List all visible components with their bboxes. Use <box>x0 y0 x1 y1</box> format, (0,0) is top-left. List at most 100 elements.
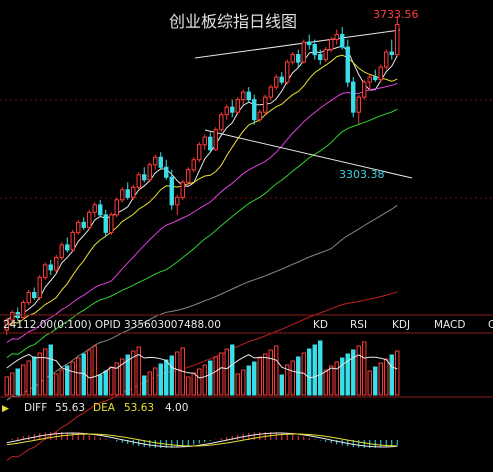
indicator-info-text: 24112.00(0:100) OPID 335603007488.00 <box>3 319 221 331</box>
volume-bar <box>257 357 262 396</box>
candle-body <box>373 76 378 81</box>
candle <box>285 59 290 85</box>
candle <box>290 52 295 65</box>
candle-body <box>263 96 268 113</box>
volume-bar <box>98 374 103 396</box>
volume-bar <box>109 366 114 396</box>
candle <box>351 77 356 118</box>
candle-body <box>356 96 361 113</box>
candle <box>191 157 196 173</box>
candle-body <box>389 51 394 56</box>
volume-bar <box>191 372 196 396</box>
indicator-tab-rsi[interactable]: RSI <box>350 319 367 331</box>
volume-bar <box>340 357 345 396</box>
candle <box>109 212 114 235</box>
candle-body <box>290 54 295 63</box>
candle <box>26 289 31 306</box>
candle <box>125 182 130 200</box>
candle <box>87 209 92 230</box>
candle <box>120 187 125 203</box>
candle-body <box>10 312 15 321</box>
candle <box>219 112 224 133</box>
volume-bar <box>213 356 218 396</box>
volume-bar <box>142 375 147 396</box>
candle-body <box>169 176 174 206</box>
indicator-tab-macd[interactable]: MACD <box>434 319 465 331</box>
volume-bar <box>32 356 37 396</box>
candle-body <box>362 81 367 98</box>
candle <box>301 39 306 64</box>
candle-body <box>125 189 130 198</box>
candle <box>136 172 141 190</box>
volume-bar <box>224 348 229 396</box>
candle <box>395 16 400 56</box>
candle <box>230 99 235 118</box>
price-grid <box>0 99 493 199</box>
candle-body <box>26 291 31 304</box>
candle-body <box>378 66 383 81</box>
candle-body <box>65 244 70 251</box>
indicator-tab-kd[interactable]: KD <box>313 319 328 331</box>
candle-body <box>164 166 169 178</box>
volume-bar <box>252 361 257 396</box>
volume-bar <box>43 348 48 396</box>
candle-body <box>103 214 108 233</box>
candle <box>81 217 86 230</box>
candle <box>307 34 312 50</box>
volume-bar <box>230 344 235 396</box>
macd-diff-label: DIFF <box>24 402 47 414</box>
ma-line-10 <box>6 54 398 327</box>
volume-bar <box>296 356 301 396</box>
candle-body <box>307 41 312 46</box>
candle-body <box>345 46 350 83</box>
macd-dea-value: 53.63 <box>124 402 154 414</box>
candle-body <box>147 164 152 181</box>
candle <box>76 219 81 235</box>
candle <box>103 209 108 238</box>
candle <box>10 310 15 326</box>
candle-body <box>340 34 345 48</box>
candle <box>323 47 328 63</box>
indicator-tabs: KD RSI KDJ MACD C <box>313 319 493 331</box>
volume-bar <box>395 350 400 396</box>
candle <box>114 197 119 218</box>
candle <box>224 104 229 120</box>
candle <box>334 29 339 45</box>
candle <box>213 127 218 151</box>
candle <box>169 169 174 210</box>
candle <box>318 49 323 65</box>
candle-body <box>37 276 42 298</box>
candle <box>208 132 213 153</box>
candle <box>356 94 361 124</box>
candle-body <box>351 81 356 113</box>
macd-arrow-icon: ▶ <box>2 404 9 414</box>
volume-bar <box>10 372 15 396</box>
candle-body <box>296 54 301 63</box>
candle <box>373 69 378 83</box>
candle <box>241 89 246 105</box>
macd-diff-line <box>6 432 398 448</box>
volume-bar <box>312 344 317 396</box>
candle <box>235 97 240 115</box>
volume-bar <box>186 376 191 396</box>
trend-lines <box>194 29 413 179</box>
candle-body <box>274 76 279 88</box>
indicator-tab-kdj[interactable]: KDJ <box>392 319 410 331</box>
candle-body <box>208 136 213 151</box>
candle-body <box>54 256 59 271</box>
candle-body <box>323 49 328 61</box>
candle-body <box>257 111 262 121</box>
candle <box>54 254 59 273</box>
volume-bar <box>153 367 158 396</box>
candle <box>70 229 75 252</box>
volume-bar <box>4 376 9 396</box>
indicator-tab-c[interactable]: C <box>488 319 493 331</box>
candle <box>384 49 389 70</box>
volume-bar <box>351 349 356 396</box>
volume-bar <box>87 349 92 396</box>
candle <box>197 142 202 163</box>
volume-bar <box>279 374 284 396</box>
kdj-k-line <box>6 353 398 379</box>
volume-bar <box>169 355 174 396</box>
volume-bar <box>318 340 323 396</box>
